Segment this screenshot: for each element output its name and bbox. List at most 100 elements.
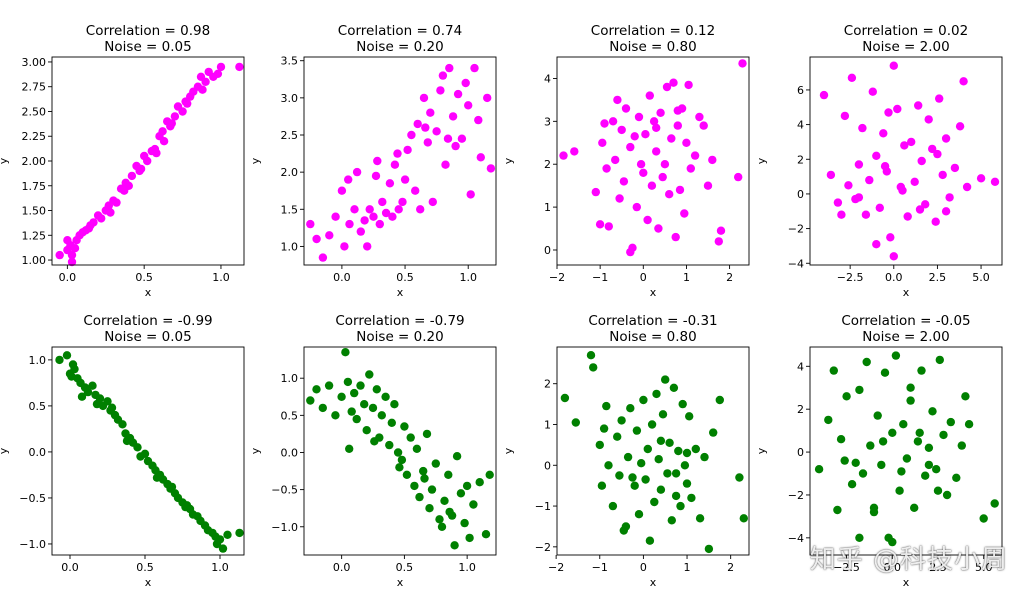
data-point bbox=[680, 461, 690, 470]
data-point bbox=[990, 499, 999, 508]
data-point bbox=[665, 190, 674, 199]
data-point bbox=[481, 530, 491, 539]
data-point bbox=[486, 164, 496, 173]
data-point bbox=[212, 539, 222, 549]
data-point bbox=[476, 153, 485, 162]
data-point bbox=[84, 224, 94, 233]
data-point bbox=[457, 134, 467, 143]
data-point bbox=[598, 138, 607, 147]
data-point bbox=[599, 424, 609, 433]
data-point bbox=[407, 130, 416, 140]
data-point bbox=[465, 533, 474, 543]
data-point bbox=[370, 437, 379, 446]
data-point bbox=[368, 403, 378, 413]
data-point bbox=[183, 99, 192, 108]
data-point bbox=[913, 437, 923, 446]
data-point bbox=[608, 117, 618, 126]
data-point bbox=[842, 392, 851, 401]
data-point bbox=[690, 151, 700, 160]
data-point bbox=[826, 170, 836, 180]
data-point bbox=[686, 164, 695, 173]
data-point bbox=[595, 220, 605, 229]
data-point bbox=[933, 149, 942, 159]
axes-frame bbox=[556, 56, 750, 266]
data-point bbox=[617, 416, 626, 425]
data-point bbox=[738, 59, 747, 68]
data-point bbox=[306, 219, 315, 229]
data-point bbox=[623, 452, 633, 462]
data-point bbox=[889, 252, 898, 261]
x-tick-label: 2 bbox=[727, 561, 734, 574]
y-tick-label: 0 bbox=[544, 459, 551, 472]
data-point bbox=[365, 370, 374, 379]
data-point bbox=[436, 86, 445, 95]
data-point bbox=[432, 127, 441, 136]
data-point bbox=[888, 428, 897, 437]
data-point bbox=[833, 198, 843, 207]
y-tick-label: 1.00 bbox=[22, 254, 47, 267]
y-tick-label: 0.5 bbox=[29, 400, 47, 413]
x-axis-label: x bbox=[397, 576, 404, 589]
data-point bbox=[77, 392, 87, 401]
data-point bbox=[461, 78, 470, 88]
data-point bbox=[619, 526, 628, 535]
data-point bbox=[921, 200, 930, 209]
data-point bbox=[363, 242, 372, 251]
data-point bbox=[356, 381, 365, 390]
data-point bbox=[946, 417, 955, 427]
data-point bbox=[136, 164, 146, 174]
y-tick-label: 1.0 bbox=[281, 240, 299, 253]
data-point bbox=[371, 171, 381, 181]
data-point bbox=[445, 63, 454, 73]
x-tick-label: 0 bbox=[640, 271, 647, 284]
data-point bbox=[213, 69, 223, 79]
data-point bbox=[667, 134, 676, 143]
data-point bbox=[451, 141, 460, 151]
data-point bbox=[365, 205, 374, 214]
x-axis-label: x bbox=[145, 286, 152, 299]
data-point bbox=[945, 193, 954, 202]
data-point bbox=[637, 459, 646, 468]
data-point bbox=[70, 364, 79, 374]
y-axis-label: y bbox=[249, 447, 262, 454]
data-point bbox=[924, 460, 934, 470]
data-point bbox=[412, 444, 422, 453]
data-point bbox=[388, 212, 397, 221]
data-point bbox=[847, 480, 857, 489]
data-point bbox=[350, 205, 359, 214]
y-tick-label: 1.5 bbox=[281, 203, 299, 216]
y-axis-label: y bbox=[502, 447, 515, 454]
data-point bbox=[377, 411, 386, 420]
data-point bbox=[917, 366, 926, 375]
panel-title-line: Correlation = -0.05 bbox=[841, 313, 970, 329]
y-tick-label: 0 bbox=[544, 244, 551, 257]
data-point bbox=[178, 107, 187, 116]
data-point bbox=[415, 492, 424, 502]
data-point bbox=[312, 385, 321, 394]
data-point bbox=[886, 233, 895, 242]
x-tick-label: 1 bbox=[683, 271, 690, 284]
data-point bbox=[665, 438, 674, 447]
data-point bbox=[928, 144, 937, 154]
data-point bbox=[345, 219, 354, 229]
data-point bbox=[626, 247, 635, 257]
data-point bbox=[662, 82, 672, 92]
data-point bbox=[643, 444, 652, 454]
y-tick-label: 2 bbox=[797, 403, 804, 416]
data-point bbox=[403, 145, 412, 155]
data-point bbox=[152, 148, 161, 158]
data-point bbox=[656, 436, 666, 445]
data-point bbox=[453, 89, 463, 99]
data-point bbox=[397, 455, 407, 465]
data-point bbox=[324, 381, 334, 390]
data-point bbox=[709, 428, 718, 437]
data-point bbox=[460, 518, 469, 528]
data-point bbox=[159, 137, 169, 146]
data-point bbox=[924, 115, 933, 124]
data-point bbox=[597, 481, 607, 490]
data-point bbox=[639, 168, 648, 177]
data-point bbox=[700, 452, 709, 462]
y-tick-label: −1.0 bbox=[271, 521, 298, 534]
